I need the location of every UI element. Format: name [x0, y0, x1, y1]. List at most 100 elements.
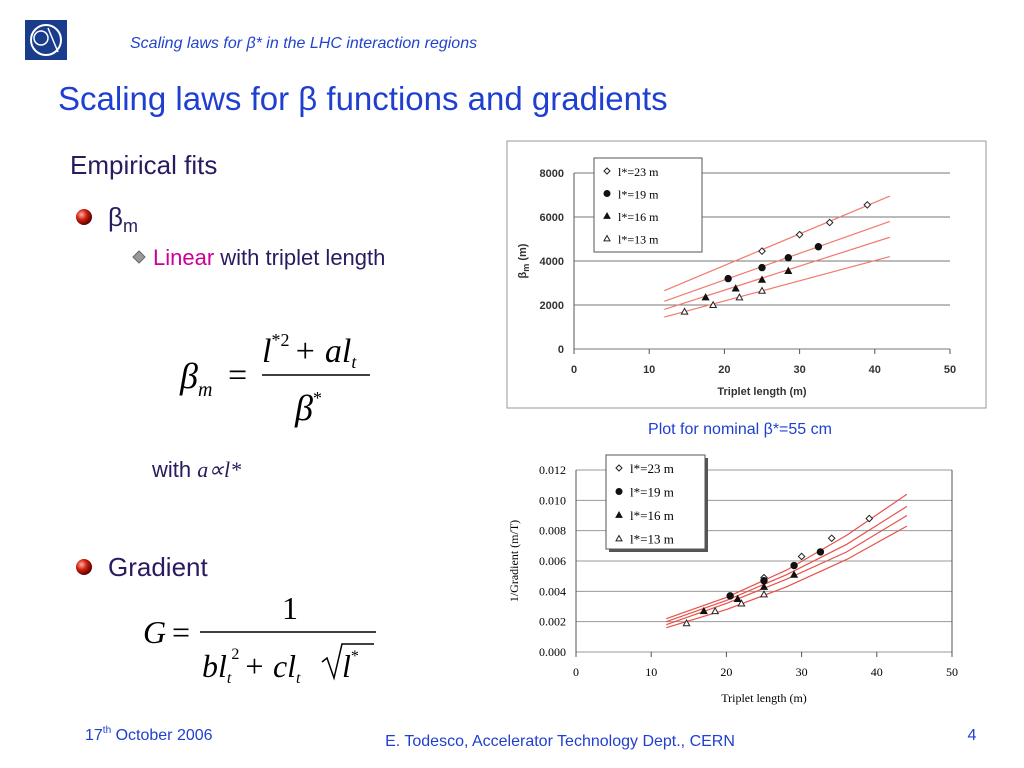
y-tick-label: 0.012	[539, 463, 566, 477]
with-math: a∝l*	[197, 457, 241, 482]
x-tick-label: 20	[720, 665, 732, 679]
formula-1: βm = l*2 + alt β*	[179, 330, 370, 428]
legend-label: l*=23 m	[630, 461, 674, 476]
legend-box	[593, 157, 703, 253]
legend-marker	[615, 488, 623, 495]
subtitle: Scaling laws for β* in the LHC interacti…	[130, 35, 477, 52]
point	[709, 300, 718, 309]
bullet: βm	[108, 202, 138, 236]
legend-label: l*=13 m	[618, 233, 659, 247]
point	[757, 275, 767, 283]
formula-sub: t	[351, 352, 357, 372]
formula-text: + cl	[243, 648, 296, 684]
x-tick-label: 10	[643, 364, 655, 376]
formula-sup: *2	[271, 330, 289, 350]
point	[733, 594, 742, 602]
fit-line	[666, 493, 908, 620]
point	[680, 307, 689, 315]
formula-text: β*	[294, 388, 322, 428]
formula-sup: 2	[231, 646, 239, 663]
point	[827, 534, 836, 543]
y-tick-label: 0	[558, 344, 564, 356]
footer-author: E. Todesco, Accelerator Technology Dept.…	[385, 733, 735, 750]
formula-text: G	[143, 614, 166, 650]
formula-text: 1	[282, 590, 298, 626]
footer-date: 17th October 2006	[85, 720, 213, 744]
bullet-text: β	[108, 202, 123, 232]
point	[795, 230, 804, 239]
y-tick-label: 8000	[540, 168, 564, 180]
point	[790, 561, 798, 570]
legend-marker	[603, 211, 611, 219]
legend-label: l*=13 m	[630, 532, 674, 547]
y-tick-label: 0.010	[539, 493, 566, 507]
bullet-icon	[76, 559, 92, 575]
formula-eq: =	[228, 357, 247, 394]
y-tick-label: 0.008	[539, 524, 566, 538]
point	[758, 263, 766, 272]
point	[758, 247, 766, 256]
y-tick-label: 0.002	[539, 615, 566, 629]
point	[737, 599, 746, 607]
bullet-sub: m	[123, 216, 138, 236]
y-tick-label: 2000	[540, 300, 564, 312]
date-day: 17	[85, 727, 103, 744]
legend-label: l*=16 m	[618, 210, 659, 224]
bullet-icon	[76, 209, 92, 225]
formula-2: G = 1 blt2 + clt l*	[143, 590, 376, 687]
formula-eq: =	[172, 614, 190, 650]
point	[757, 286, 767, 294]
sub-bullet-icon	[132, 250, 146, 264]
chart: 0 2000 4000 6000 8000 0 10 20 30 40 50 Triplet leng…	[517, 157, 956, 398]
bullet: Gradient	[108, 552, 208, 582]
point	[784, 266, 793, 274]
point	[682, 618, 691, 627]
x-tick-label: 0	[571, 364, 577, 376]
formula-text: bl	[202, 648, 227, 684]
point	[797, 552, 806, 561]
x-tick-label: 10	[645, 665, 657, 679]
legend-marker	[603, 167, 611, 175]
formula-sub: t	[296, 670, 301, 687]
point	[790, 570, 799, 578]
point	[865, 514, 874, 523]
y-tick-label: 0.006	[539, 554, 566, 568]
point	[825, 218, 834, 227]
point	[863, 200, 872, 209]
sub-bullet-text: with triplet length	[219, 245, 385, 270]
formula-text: l*	[342, 648, 359, 684]
point	[816, 548, 825, 556]
x-tick-label: 40	[869, 364, 881, 376]
caption: Plot for nominal β*=55 cm	[648, 421, 832, 438]
legend-marker	[603, 234, 611, 242]
chart-frame	[506, 140, 987, 409]
legend-marker	[615, 510, 623, 518]
with-text: with a∝l*	[151, 457, 241, 482]
formula-text: + al	[293, 333, 351, 370]
y-axis-label-sub: m	[521, 264, 531, 272]
legend-marker	[615, 464, 623, 472]
fit-line	[666, 505, 908, 623]
point	[759, 590, 769, 598]
point	[724, 274, 732, 283]
formula-text: β	[179, 356, 198, 396]
highlight: Linear	[153, 245, 214, 270]
page-number: 4	[968, 727, 977, 744]
x-tick-label: 50	[946, 665, 958, 679]
fit-line	[664, 220, 891, 302]
x-tick-label: 30	[796, 665, 808, 679]
legend-marker	[615, 534, 623, 542]
point	[726, 592, 734, 600]
point	[759, 582, 769, 590]
y-tick-label: 4000	[540, 256, 564, 268]
y-axis-label-text: β	[517, 271, 529, 278]
legend-label: l*=19 m	[618, 188, 659, 202]
date-rest: October 2006	[116, 727, 213, 744]
x-tick-label: 20	[718, 364, 730, 376]
formula-text: l	[342, 648, 351, 684]
x-tick-label: 0	[573, 665, 579, 679]
legend-marker	[603, 190, 611, 197]
x-tick-label: 40	[871, 665, 883, 679]
formula-sup: *	[351, 648, 359, 665]
